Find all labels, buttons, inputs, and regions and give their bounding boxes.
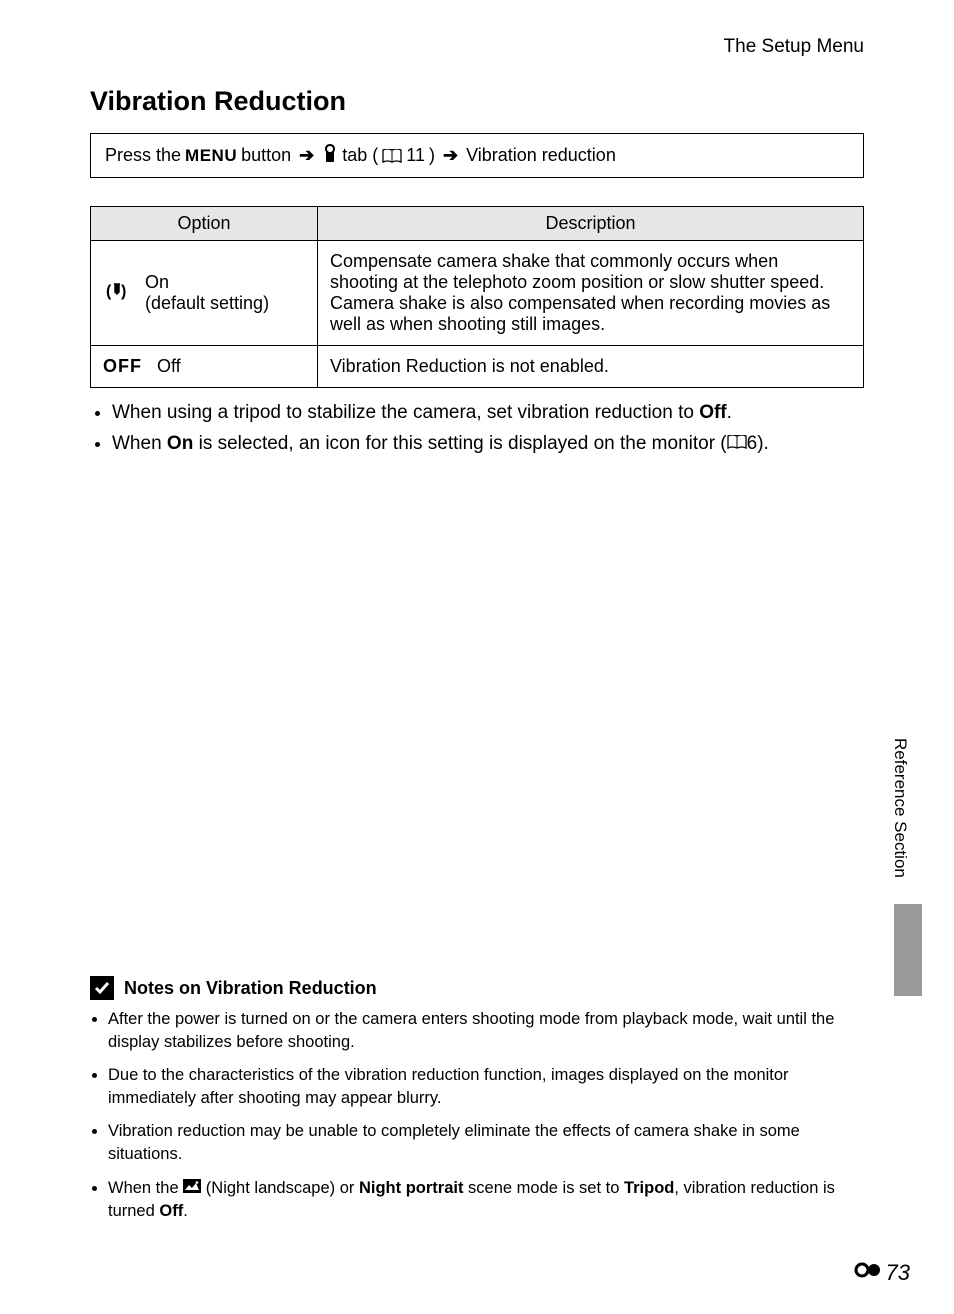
page-title: Vibration Reduction: [90, 86, 864, 117]
caution-check-icon: [90, 976, 114, 1000]
notes-title: Notes on Vibration Reduction: [124, 978, 377, 999]
breadcrumb: Press the MENU button ➔ tab ( 11 ) ➔ Vib…: [90, 133, 864, 178]
option-description: Vibration Reduction is not enabled.: [318, 346, 864, 388]
book-icon: [382, 149, 402, 163]
text-bold: Night portrait: [359, 1179, 464, 1197]
text: 6: [747, 433, 758, 454]
list-item: When using a tripod to stabilize the cam…: [112, 398, 864, 427]
night-landscape-icon: [183, 1177, 201, 1200]
text: .: [183, 1202, 188, 1220]
text: When using a tripod to stabilize the cam…: [112, 402, 699, 423]
vr-icon: (): [103, 281, 131, 306]
nav-text: Vibration reduction: [466, 145, 616, 166]
page-number: 73: [854, 1260, 910, 1286]
text: is selected, an icon for this setting is…: [193, 433, 726, 454]
nav-text: Press the: [105, 145, 181, 166]
th-option: Option: [91, 207, 318, 241]
arrow-icon: ➔: [299, 145, 314, 166]
table-row: () On (default setting) Compensate camer…: [91, 241, 864, 346]
nav-ref: 11: [406, 145, 425, 166]
option-description: Compensate camera shake that commonly oc…: [318, 241, 864, 346]
text-bold: Tripod: [624, 1179, 674, 1197]
text: When: [112, 433, 167, 454]
book-icon: [727, 435, 747, 449]
option-label: Off: [157, 356, 181, 377]
side-section-label: Reference Section: [890, 738, 910, 878]
list-item: When On is selected, an icon for this se…: [112, 429, 864, 458]
text: When the: [108, 1179, 183, 1197]
page-number-text: 73: [886, 1260, 910, 1286]
options-table: Option Description () On (default settin…: [90, 206, 864, 388]
manual-page: The Setup Menu Vibration Reduction Press…: [0, 0, 954, 1314]
text: (Night landscape) or: [201, 1179, 359, 1197]
th-description: Description: [318, 207, 864, 241]
notes-list: After the power is turned on or the came…: [90, 1008, 864, 1223]
list-item: After the power is turned on or the came…: [108, 1008, 864, 1054]
svg-text:): ): [121, 283, 126, 300]
nav-text: button: [241, 145, 291, 166]
notes-section: Notes on Vibration Reduction After the p…: [90, 976, 864, 1233]
option-label: On (default setting): [145, 272, 269, 314]
menu-button-label: MENU: [185, 146, 237, 166]
arrow-icon: ➔: [443, 145, 458, 166]
list-item: When the (Night landscape) or Night port…: [108, 1177, 864, 1223]
off-icon: OFF: [103, 356, 143, 377]
text: .: [727, 402, 732, 423]
text: scene mode is set to: [463, 1179, 624, 1197]
text-bold: On: [167, 433, 193, 454]
text-bold: Off: [159, 1202, 183, 1220]
text: ).: [757, 433, 769, 454]
wrench-icon: [322, 144, 338, 167]
list-item: Vibration reduction may be unable to com…: [108, 1120, 864, 1166]
nav-text: ): [429, 145, 435, 166]
svg-text:(: (: [106, 283, 112, 300]
list-item: Due to the characteristics of the vibrat…: [108, 1064, 864, 1110]
side-tab: [894, 904, 922, 996]
section-header: The Setup Menu: [90, 36, 864, 58]
text-bold: Off: [699, 402, 726, 423]
bullet-list: When using a tripod to stabilize the cam…: [90, 398, 864, 459]
nav-text: tab (: [342, 145, 378, 166]
link-icon: [854, 1260, 884, 1286]
table-row: OFF Off Vibration Reduction is not enabl…: [91, 346, 864, 388]
